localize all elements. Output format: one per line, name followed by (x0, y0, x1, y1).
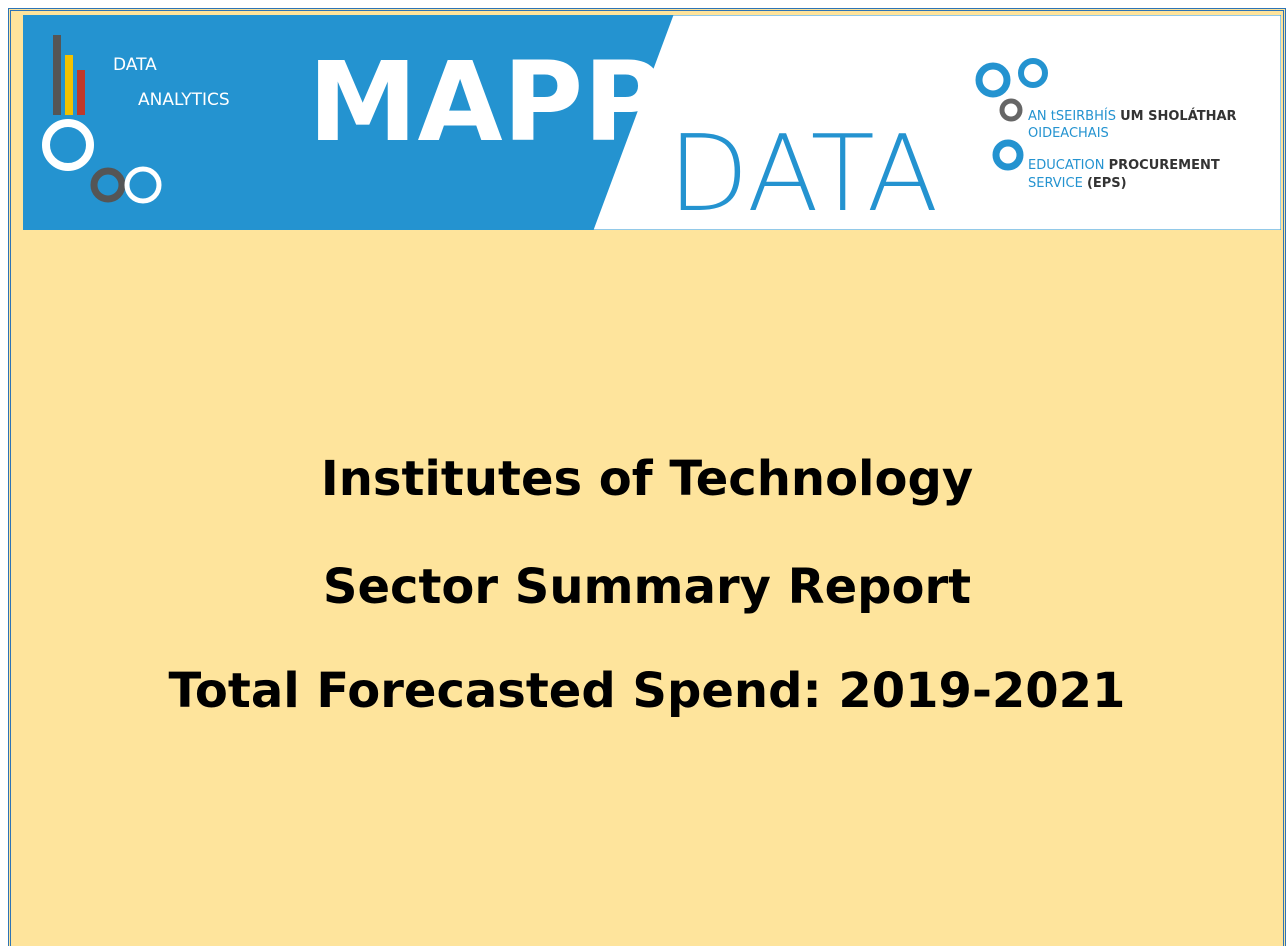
bar (65, 55, 73, 115)
banner-white (592, 15, 1281, 230)
eps-span: EDUCATION (1028, 158, 1109, 173)
brand: MAPP (308, 38, 664, 166)
cover: DATA ANALYTICS MAPP DATA AN tSEIRBHÍS UM… (8, 8, 1286, 946)
gear (42, 119, 94, 171)
gear (90, 167, 126, 203)
eps-span: (EPS) (1087, 176, 1127, 191)
gear (124, 166, 162, 204)
bar (53, 35, 61, 115)
eps-text: SERVICE (EPS) (1028, 176, 1127, 191)
eps-text: EDUCATION PROCUREMENT (1028, 158, 1220, 173)
eps-span: SERVICE (1028, 176, 1087, 191)
eps-span: AN tSEIRBHÍS (1028, 108, 1120, 124)
gear (975, 62, 1011, 98)
left-text: ANALYTICS (138, 90, 230, 110)
gear (1018, 58, 1048, 88)
title-line: Institutes of Technology (320, 451, 974, 507)
gear (992, 139, 1024, 171)
eps-text: OIDEACHAIS (1028, 126, 1109, 141)
banner: DATA ANALYTICS MAPP DATA AN tSEIRBHÍS UM… (23, 15, 1281, 230)
gear (999, 98, 1023, 122)
title-line: Sector Summary Report (322, 559, 972, 615)
left-text: DATA (113, 55, 157, 75)
brand2: DATA (668, 113, 939, 230)
eps-span: UM SHOLÁTHAR (1120, 108, 1236, 124)
bar (77, 70, 85, 115)
eps-span: PROCUREMENT (1109, 158, 1220, 173)
eps-text: AN tSEIRBHÍS UM SHOLÁTHAR (1028, 108, 1237, 124)
title-line: Total Forecasted Spend: 2019-2021 (168, 663, 1126, 719)
